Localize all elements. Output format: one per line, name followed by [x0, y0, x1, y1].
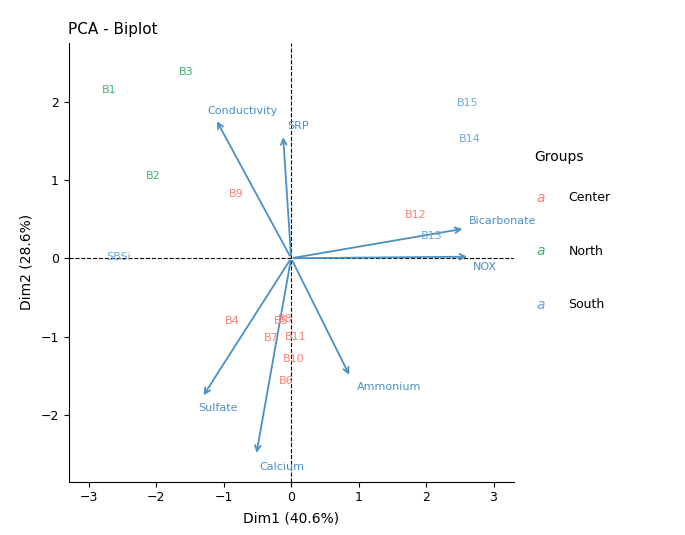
- Text: B13: B13: [421, 231, 443, 241]
- Text: B9: B9: [228, 189, 243, 199]
- Text: B15: B15: [457, 98, 479, 108]
- Text: NOX: NOX: [473, 262, 497, 272]
- Text: B2: B2: [145, 171, 160, 181]
- Text: B11: B11: [285, 332, 307, 341]
- Text: PCA - Biplot: PCA - Biplot: [68, 22, 158, 37]
- Text: Calcium: Calcium: [260, 462, 304, 472]
- Text: North: North: [569, 245, 603, 258]
- X-axis label: Dim1 (40.6%): Dim1 (40.6%): [243, 511, 339, 525]
- Text: South: South: [569, 299, 605, 311]
- Text: SRP: SRP: [287, 121, 309, 131]
- Text: Bicarbonate: Bicarbonate: [469, 216, 536, 226]
- Text: a: a: [537, 244, 545, 258]
- Text: B10: B10: [283, 354, 305, 363]
- Text: B4: B4: [225, 316, 239, 326]
- Text: Groups: Groups: [534, 150, 584, 164]
- Text: B5: B5: [274, 316, 288, 326]
- Text: Center: Center: [569, 192, 610, 204]
- Text: B14: B14: [459, 134, 481, 144]
- Text: B7: B7: [264, 333, 278, 343]
- Text: SBSi: SBSi: [107, 251, 132, 262]
- Text: Sulfate: Sulfate: [199, 403, 238, 413]
- Text: Conductivity: Conductivity: [208, 106, 277, 116]
- Y-axis label: Dim2 (28.6%): Dim2 (28.6%): [19, 214, 34, 310]
- Text: B6: B6: [278, 376, 293, 386]
- Text: B3: B3: [179, 67, 194, 77]
- Text: a: a: [537, 191, 545, 205]
- Text: B8: B8: [277, 315, 292, 324]
- Text: a: a: [537, 298, 545, 312]
- Text: B12: B12: [405, 210, 427, 220]
- Text: B1: B1: [101, 85, 116, 95]
- Text: Ammonium: Ammonium: [358, 381, 421, 392]
